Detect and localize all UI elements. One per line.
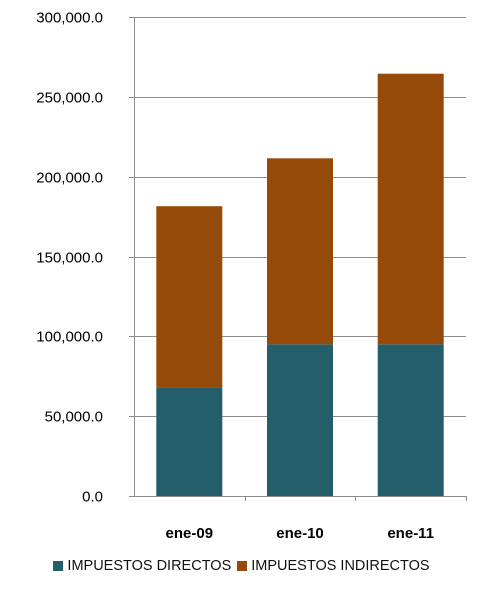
bar-segment-directos xyxy=(267,344,333,496)
bar-segment-indirectos xyxy=(377,73,444,345)
y-tick-label: 50,000.0 xyxy=(45,409,103,426)
bars xyxy=(156,73,444,496)
x-tick-label: ene-11 xyxy=(387,525,434,542)
legend: IMPUESTOS DIRECTOS IMPUESTOS INDIRECTOS xyxy=(0,558,483,574)
legend-label-indirectos: IMPUESTOS INDIRECTOS xyxy=(251,558,430,574)
y-tick-label: 150,000.0 xyxy=(36,250,103,267)
legend-item-indirectos: IMPUESTOS INDIRECTOS xyxy=(237,558,430,574)
x-tick-label: ene-10 xyxy=(276,525,324,542)
y-tick-label: 100,000.0 xyxy=(36,329,103,346)
axes xyxy=(129,17,467,501)
y-tick-label: 200,000.0 xyxy=(36,170,103,187)
bar-segment-directos xyxy=(156,387,223,496)
labels: 0.0 50,000.0 100,000.0 150,000.0 200,000.0 25… xyxy=(36,10,434,543)
bar-segment-directos xyxy=(377,344,444,496)
legend-swatch-directos xyxy=(53,561,64,571)
x-tick-label: ene-09 xyxy=(166,525,214,542)
y-tick-label: 300,000.0 xyxy=(36,10,103,27)
legend-label-directos: IMPUESTOS DIRECTOS xyxy=(67,558,232,574)
legend-swatch-indirectos xyxy=(237,561,248,571)
bar-segment-indirectos xyxy=(156,206,223,388)
legend-item-directos: IMPUESTOS DIRECTOS xyxy=(53,558,231,574)
bar-segment-indirectos xyxy=(267,158,333,345)
y-tick-label: 0.0 xyxy=(82,489,103,506)
y-tick-label: 250,000.0 xyxy=(36,90,103,107)
